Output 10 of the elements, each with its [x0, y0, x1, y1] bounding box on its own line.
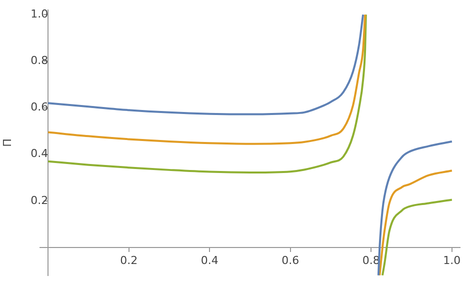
- y-tick-label: 1.0: [30, 8, 48, 21]
- x-tick-label: 0.4: [200, 254, 218, 267]
- x-tick-label: 0.6: [282, 254, 300, 267]
- y-tick-label: 0.4: [30, 147, 48, 160]
- y-tick-label: 0.6: [30, 100, 48, 114]
- y-tick-label: 0.2: [30, 194, 48, 207]
- y-tick-label: 0.8: [30, 54, 48, 68]
- x-tick-label: 0.2: [120, 254, 138, 267]
- x-tick-label: 1.0: [443, 254, 461, 267]
- y-axis-title: Π: [0, 138, 14, 147]
